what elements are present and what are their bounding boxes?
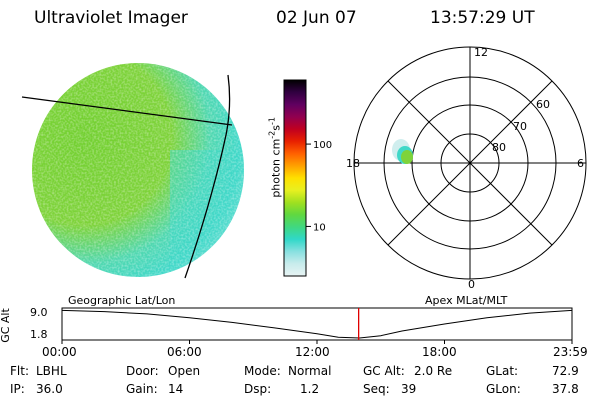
- colorbar-ticks: 100 10: [306, 140, 332, 233]
- mlt-label-6: 6: [577, 157, 584, 170]
- geo-aurora-fill: [32, 63, 244, 277]
- glat-value: 72.9: [552, 364, 579, 378]
- colorbar-rect: [283, 79, 307, 277]
- mlat-label-80: 80: [492, 141, 506, 154]
- mlt-label-12: 12: [474, 46, 488, 59]
- flt-value: LBHL: [36, 364, 67, 378]
- gcalt-label: GC Alt:: [363, 364, 405, 378]
- colorbar-tick-label: 100: [313, 140, 332, 151]
- mlat-label-70: 70: [513, 120, 527, 133]
- altitude-x-tick-2359: 23:59: [553, 345, 588, 359]
- geo-latitude-line: [21, 96, 233, 126]
- flt-label: Flt:: [10, 364, 29, 378]
- altitude-x-tick-0600: 06:00: [167, 345, 202, 359]
- instrument-title: Ultraviolet Imager: [34, 8, 188, 28]
- seq-value: 39: [401, 382, 417, 396]
- colorbar-tick-label: 10: [313, 222, 326, 233]
- geo-meridian-line: [184, 74, 231, 279]
- mode-label: Mode:: [244, 364, 281, 378]
- altitude-x-tick-1200: 12:00: [295, 345, 330, 359]
- date-label: 02 Jun 07: [276, 8, 357, 28]
- altitude-y-tick-top: 9.0: [30, 306, 48, 319]
- dsp-value: 1.2: [300, 382, 320, 396]
- mlat-label-60: 60: [536, 98, 550, 111]
- altitude-curve: [61, 309, 573, 339]
- door-value: Open: [168, 364, 201, 378]
- door-label: Door:: [126, 364, 159, 378]
- glon-value: 37.8: [552, 382, 579, 396]
- altitude-x-tick-0000: 00:00: [42, 345, 77, 359]
- seq-label: Seq:: [363, 382, 390, 396]
- ip-value: 36.0: [36, 382, 63, 396]
- polar-aurora-main: [401, 150, 413, 164]
- time-label: 13:57:29 UT: [430, 8, 535, 28]
- gain-label: Gain:: [126, 382, 158, 396]
- diagonal-line-2: [387, 80, 553, 246]
- mode-value: Normal: [288, 364, 332, 378]
- mlt-label-0: 0: [468, 278, 475, 291]
- dsp-label: Dsp:: [244, 382, 272, 396]
- altitude-x-tick-1800: 18:00: [422, 345, 457, 359]
- gain-value: 14: [168, 382, 184, 396]
- mlt-label-18: 18: [346, 157, 360, 170]
- geographic-label: Geographic Lat/Lon: [68, 294, 176, 307]
- altitude-axis-label: GC Alt: [0, 308, 12, 343]
- gcalt-value: 2.0 Re: [414, 364, 453, 378]
- altitude-frame: [61, 307, 573, 341]
- apex-label: Apex MLat/MLT: [425, 294, 508, 307]
- altitude-x-ticks: [61, 340, 573, 344]
- altitude-y-tick-bottom: 1.8: [30, 328, 48, 341]
- glat-label: GLat:: [486, 364, 519, 378]
- ip-label: IP:: [10, 382, 25, 396]
- glon-label: GLon:: [486, 382, 521, 396]
